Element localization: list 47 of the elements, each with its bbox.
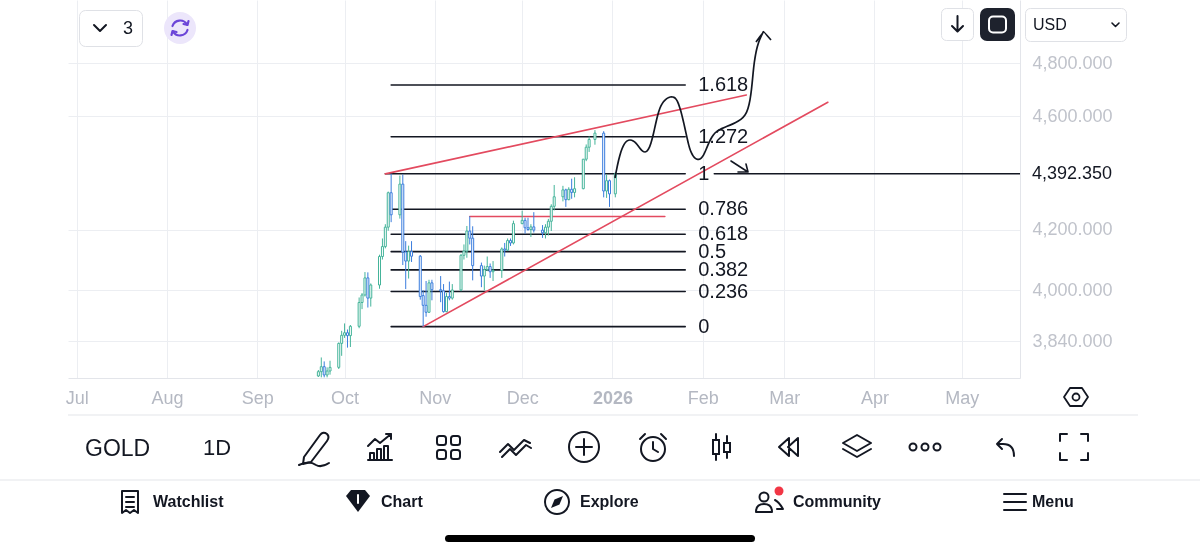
text: USD [1033, 16, 1067, 33]
candlestick [479, 262, 483, 288]
x-tick-label: May [945, 387, 980, 408]
text: Explore [580, 493, 639, 510]
candlestick [410, 240, 414, 263]
series-label: 0 [698, 314, 710, 337]
text: Chart [381, 493, 423, 510]
x-tick-label: Apr [860, 387, 889, 408]
y-tick-label: 3,840.000 [1032, 330, 1113, 351]
y-tick-label: 4,600.000 [1032, 105, 1113, 126]
data-label: 4,392.350 [1032, 162, 1113, 183]
y-tick-label: 4,200.000 [1032, 219, 1113, 240]
annotation: 3 [122, 18, 134, 38]
candlestick [573, 176, 577, 198]
x-tick-label: Nov [419, 387, 452, 408]
x-tick-label: Dec [506, 387, 539, 408]
candlestick [348, 324, 352, 348]
x-tick-label: Mar [769, 387, 801, 408]
candlestick [526, 217, 530, 232]
x-tick-label: Sep [241, 387, 274, 408]
x-tick-label: 2026 [592, 387, 633, 408]
candlestick [488, 263, 492, 279]
candlestick [529, 223, 533, 238]
series-label: 1.618 [698, 72, 749, 95]
y-tick-label: 4,000.000 [1032, 279, 1113, 300]
candlestick [407, 245, 411, 280]
text: Watchlist [153, 493, 224, 510]
y-tick-label: 4,800.000 [1032, 52, 1113, 73]
candlestick [532, 211, 536, 233]
series-label: 0.786 [698, 197, 749, 220]
text: Menu [1032, 493, 1074, 510]
candlestick [500, 246, 504, 279]
candlestick [523, 217, 527, 235]
candlestick [366, 271, 370, 309]
x-tick-label: Feb [687, 387, 719, 408]
series-label: 0.236 [698, 279, 749, 302]
text: Community [793, 493, 881, 510]
x-tick-label: Aug [151, 387, 184, 408]
x-tick-label: Oct [331, 387, 360, 408]
x-tick-label: Jul [65, 387, 89, 408]
candlestick [357, 296, 361, 329]
candlestick [608, 179, 611, 208]
text: 1D [203, 435, 232, 460]
candlestick [593, 129, 597, 146]
candlestick [465, 225, 469, 259]
candlestick [491, 260, 495, 282]
text: GOLD [85, 434, 151, 461]
